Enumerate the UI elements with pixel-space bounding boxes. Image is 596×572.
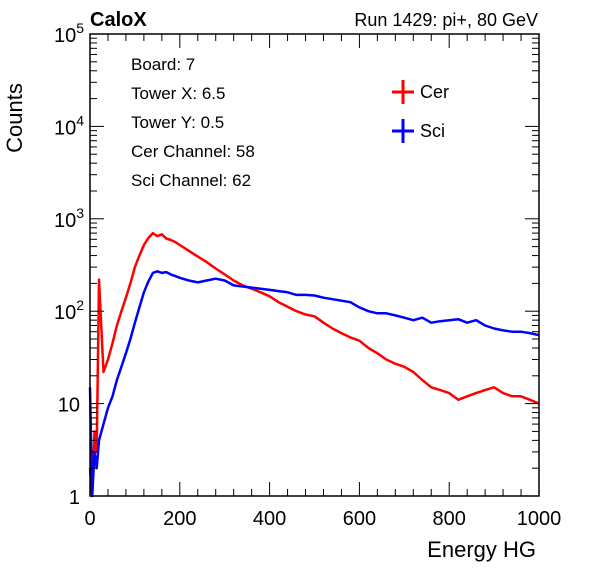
x-tick-label: 1000: [517, 508, 562, 530]
legend-label-sci: Sci: [420, 121, 445, 141]
x-tick-label: 600: [343, 508, 376, 530]
plot-frame: [89, 33, 540, 497]
legend: Cer Sci: [392, 80, 449, 143]
info-cer-channel: Cer Channel: 58: [131, 142, 255, 161]
legend-marker-cer: [392, 80, 414, 104]
series-line-sci: [88, 270, 540, 498]
y-tick-label: 105: [54, 20, 84, 47]
y-tick-label: 1: [69, 487, 80, 509]
info-tower-y: Tower Y: 0.5: [131, 113, 224, 132]
legend-label-cer: Cer: [420, 82, 449, 102]
info-board: Board: 7: [131, 55, 195, 74]
run-label: Run 1429: pi+, 80 GeV: [354, 10, 538, 30]
series-line-cer: [88, 231, 540, 498]
x-tick-label: 800: [433, 508, 466, 530]
x-tick-label: 0: [84, 508, 95, 530]
legend-marker-sci: [392, 119, 414, 143]
info-tower-x: Tower X: 6.5: [131, 84, 226, 103]
series-layer: [88, 231, 540, 498]
info-box: [120, 46, 360, 198]
y-axis-title: Counts: [2, 83, 27, 153]
x-axis-title: Energy HG: [427, 537, 536, 562]
y-tick-label: 10: [58, 395, 80, 417]
chart-title: CaloX: [90, 9, 147, 31]
x-tick-label: 400: [253, 508, 286, 530]
x-tick-label: 200: [163, 508, 196, 530]
info-sci-channel: Sci Channel: 62: [131, 171, 251, 190]
